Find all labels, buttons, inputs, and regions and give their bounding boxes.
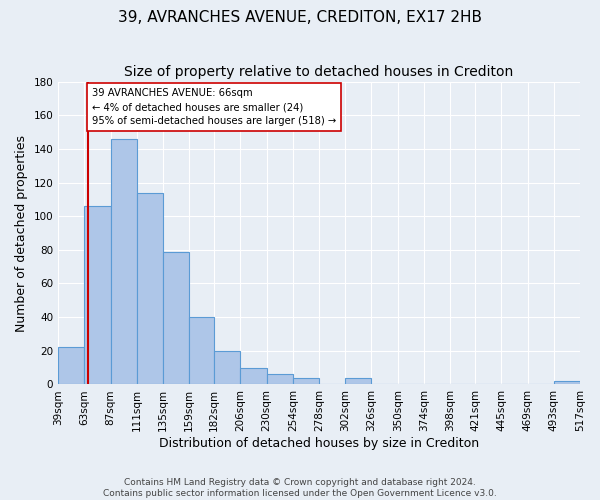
Title: Size of property relative to detached houses in Crediton: Size of property relative to detached ho… xyxy=(124,65,514,79)
Bar xyxy=(345,378,371,384)
Bar xyxy=(110,139,137,384)
Bar xyxy=(163,252,189,384)
Bar xyxy=(214,351,241,384)
Y-axis label: Number of detached properties: Number of detached properties xyxy=(15,134,28,332)
Text: 39 AVRANCHES AVENUE: 66sqm
← 4% of detached houses are smaller (24)
95% of semi-: 39 AVRANCHES AVENUE: 66sqm ← 4% of detac… xyxy=(92,88,336,126)
Bar xyxy=(266,374,293,384)
Bar xyxy=(137,192,163,384)
Bar xyxy=(58,348,85,385)
Bar xyxy=(85,206,110,384)
Bar xyxy=(293,378,319,384)
Text: 39, AVRANCHES AVENUE, CREDITON, EX17 2HB: 39, AVRANCHES AVENUE, CREDITON, EX17 2HB xyxy=(118,10,482,25)
Text: Contains HM Land Registry data © Crown copyright and database right 2024.
Contai: Contains HM Land Registry data © Crown c… xyxy=(103,478,497,498)
Bar xyxy=(554,381,580,384)
Bar xyxy=(241,368,266,384)
X-axis label: Distribution of detached houses by size in Crediton: Distribution of detached houses by size … xyxy=(159,437,479,450)
Bar xyxy=(189,317,214,384)
